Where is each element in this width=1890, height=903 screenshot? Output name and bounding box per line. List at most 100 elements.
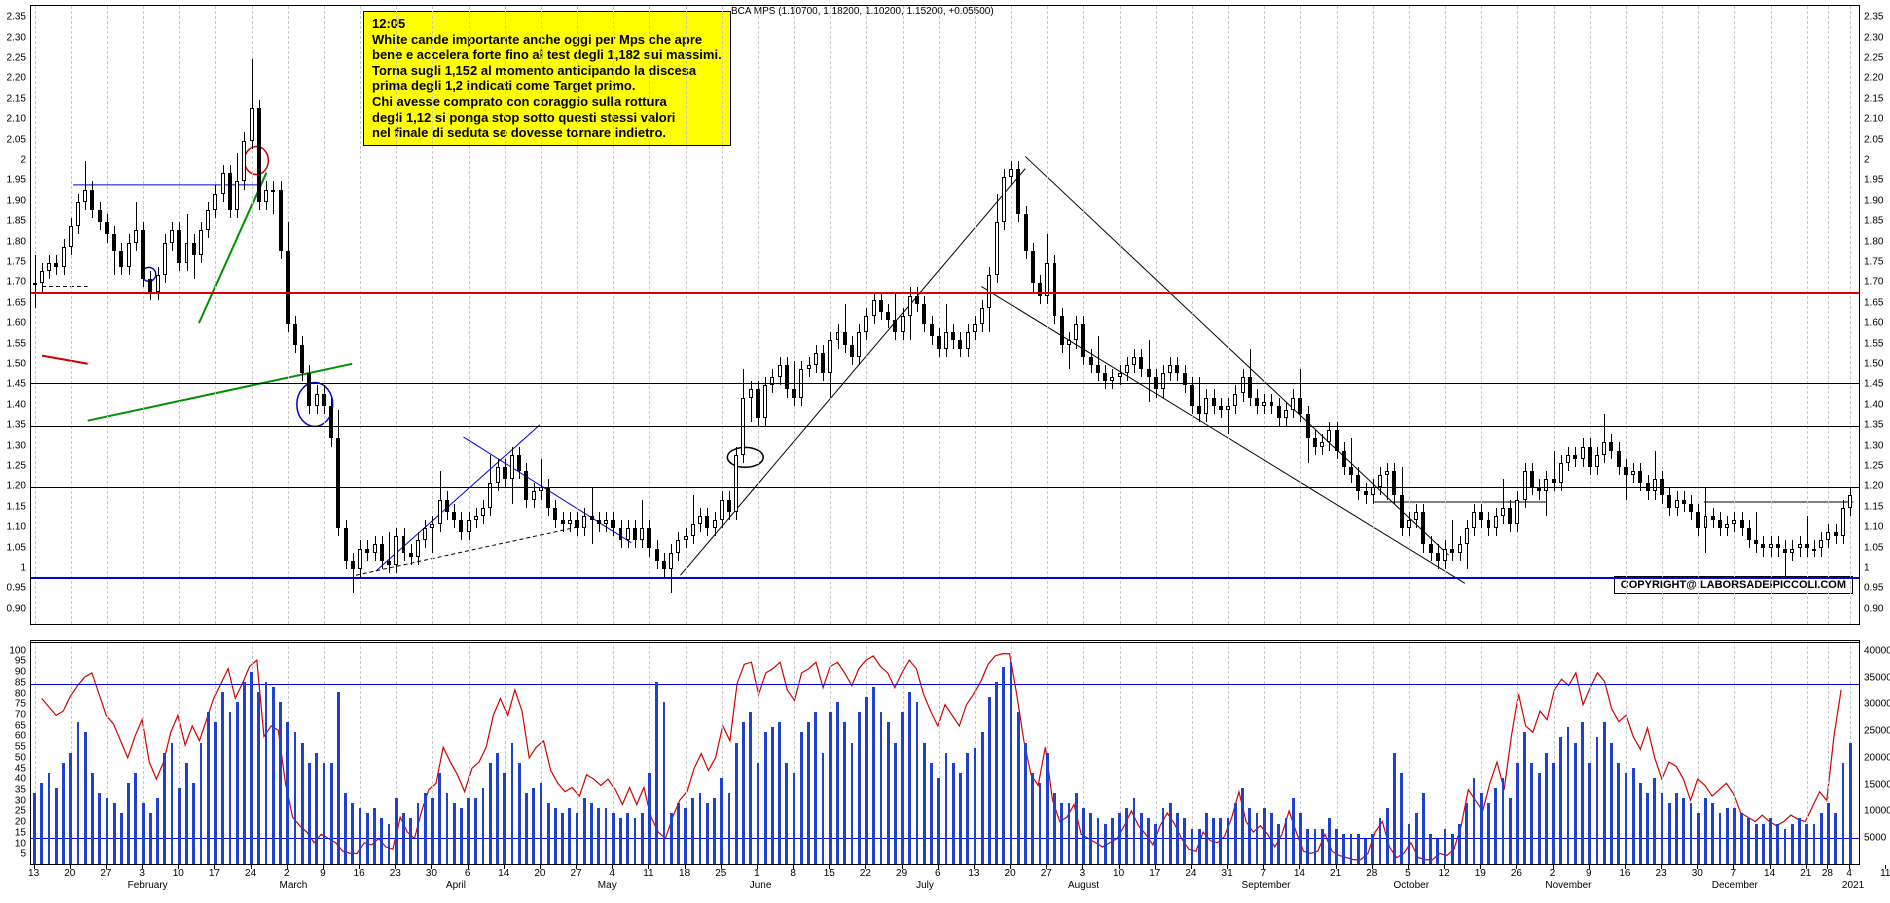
- volume-bar: [1574, 743, 1577, 865]
- y-tick-label: 0.90: [7, 603, 26, 614]
- volume-bar: [1567, 727, 1570, 864]
- y-tick-label: 5000: [1864, 833, 1886, 844]
- volume-bar: [1002, 667, 1005, 864]
- volume-bar: [1776, 824, 1779, 865]
- volume-bar: [785, 763, 788, 864]
- volume-bar: [1516, 763, 1519, 864]
- volume-bar: [142, 803, 145, 864]
- y-tick-label: 85: [15, 677, 26, 688]
- y-tick-label: 1.75: [1864, 256, 1883, 267]
- volume-bar: [1270, 813, 1273, 864]
- y-tick-label: 1.80: [7, 236, 26, 247]
- x-day-label: 11: [1880, 868, 1890, 879]
- volume-bar: [1494, 788, 1497, 864]
- x-month-label: April: [446, 880, 466, 891]
- volume-bar: [1726, 808, 1729, 864]
- volume-bar: [55, 788, 58, 864]
- volume-bar: [1299, 813, 1302, 864]
- volume-bar: [1834, 813, 1837, 864]
- volume-bar: [1234, 803, 1237, 864]
- volume-bar: [48, 773, 51, 864]
- volume-bar: [930, 763, 933, 864]
- volume-bar: [988, 697, 991, 864]
- y-tick-label: 30000: [1864, 699, 1890, 710]
- volume-bar: [301, 743, 304, 865]
- volume-bar: [822, 753, 825, 864]
- volume-bar: [1625, 773, 1628, 864]
- volume-bar: [1089, 813, 1092, 864]
- volume-bar: [648, 773, 651, 864]
- x-month-label: September: [1242, 880, 1291, 891]
- volume-bar: [192, 783, 195, 864]
- y-tick-label: 70: [15, 710, 26, 721]
- y-tick-label: 1.70: [1864, 277, 1883, 288]
- y-tick-label: 2.20: [1864, 73, 1883, 84]
- volume-bar: [1154, 824, 1157, 865]
- x-day-label: 7: [1731, 868, 1737, 879]
- volume-bar: [974, 748, 977, 864]
- volume-bar: [402, 813, 405, 864]
- volume-bar: [807, 722, 810, 864]
- volume-bar: [323, 763, 326, 864]
- volume-bar: [1082, 808, 1085, 864]
- y-tick-label: 2.05: [1864, 134, 1883, 145]
- volume-bar: [720, 778, 723, 864]
- volume-bar: [1690, 803, 1693, 864]
- volume-bar: [1321, 829, 1324, 864]
- volume-bar: [1747, 818, 1750, 864]
- y-tick-label: 10: [15, 838, 26, 849]
- y-tick-label: 1.35: [1864, 420, 1883, 431]
- volume-bar: [272, 687, 275, 864]
- y-tick-label: 1: [20, 562, 26, 573]
- volume-bar: [1545, 753, 1548, 864]
- volume-bar: [1292, 798, 1295, 864]
- volume-bar: [1306, 829, 1309, 864]
- y-tick-label: 1.20: [7, 481, 26, 492]
- volume-bar: [351, 803, 354, 864]
- x-day-label: 14: [498, 868, 509, 879]
- volume-bar: [106, 798, 109, 864]
- volume-bar: [474, 798, 477, 864]
- x-day-label: 27: [571, 868, 582, 879]
- volume-bar: [1842, 763, 1845, 864]
- volume-bar: [568, 808, 571, 864]
- volume-bar: [380, 818, 383, 864]
- y-tick-label: 1.80: [1864, 236, 1883, 247]
- volume-bar: [330, 763, 333, 864]
- volume-bar: [185, 763, 188, 864]
- x-day-label: 10: [1113, 868, 1124, 879]
- volume-bar: [431, 798, 434, 864]
- volume-bar: [778, 722, 781, 864]
- volume-bar: [1169, 803, 1172, 864]
- x-day-label: 17: [1149, 868, 1160, 879]
- y-tick-label: 1.40: [1864, 399, 1883, 410]
- x-day-label: 6: [465, 868, 471, 879]
- volume-bar: [677, 803, 680, 864]
- x-day-label: 28: [1366, 868, 1377, 879]
- volume-bar: [966, 753, 969, 864]
- volume-bar: [1552, 763, 1555, 864]
- x-day-label: 10: [173, 868, 184, 879]
- x-day-label: 22: [860, 868, 871, 879]
- y-tick-label: 1.50: [7, 358, 26, 369]
- y-tick-label: 20000: [1864, 752, 1890, 763]
- volume-bar: [149, 813, 152, 864]
- volume-bar: [829, 712, 832, 864]
- y-tick-label: 90: [15, 667, 26, 678]
- y-tick-label: 2.10: [1864, 114, 1883, 125]
- volume-bar: [1241, 788, 1244, 864]
- volume-bar: [1603, 722, 1606, 864]
- x-month-label: August: [1068, 880, 1099, 891]
- x-day-label: 20: [64, 868, 75, 879]
- volume-bar: [1798, 818, 1801, 864]
- y-tick-label: 1.65: [1864, 297, 1883, 308]
- y-tick-label: 5: [20, 849, 26, 860]
- volume-bar: [1371, 834, 1374, 864]
- y-tick-label: 40000: [1864, 645, 1890, 656]
- volume-bar: [858, 712, 861, 864]
- volume-bar: [221, 692, 224, 864]
- x-day-label: 20: [1005, 868, 1016, 879]
- x-day-label: 14: [1764, 868, 1775, 879]
- y-tick-label: 1: [1864, 562, 1870, 573]
- volume-bar: [901, 712, 904, 864]
